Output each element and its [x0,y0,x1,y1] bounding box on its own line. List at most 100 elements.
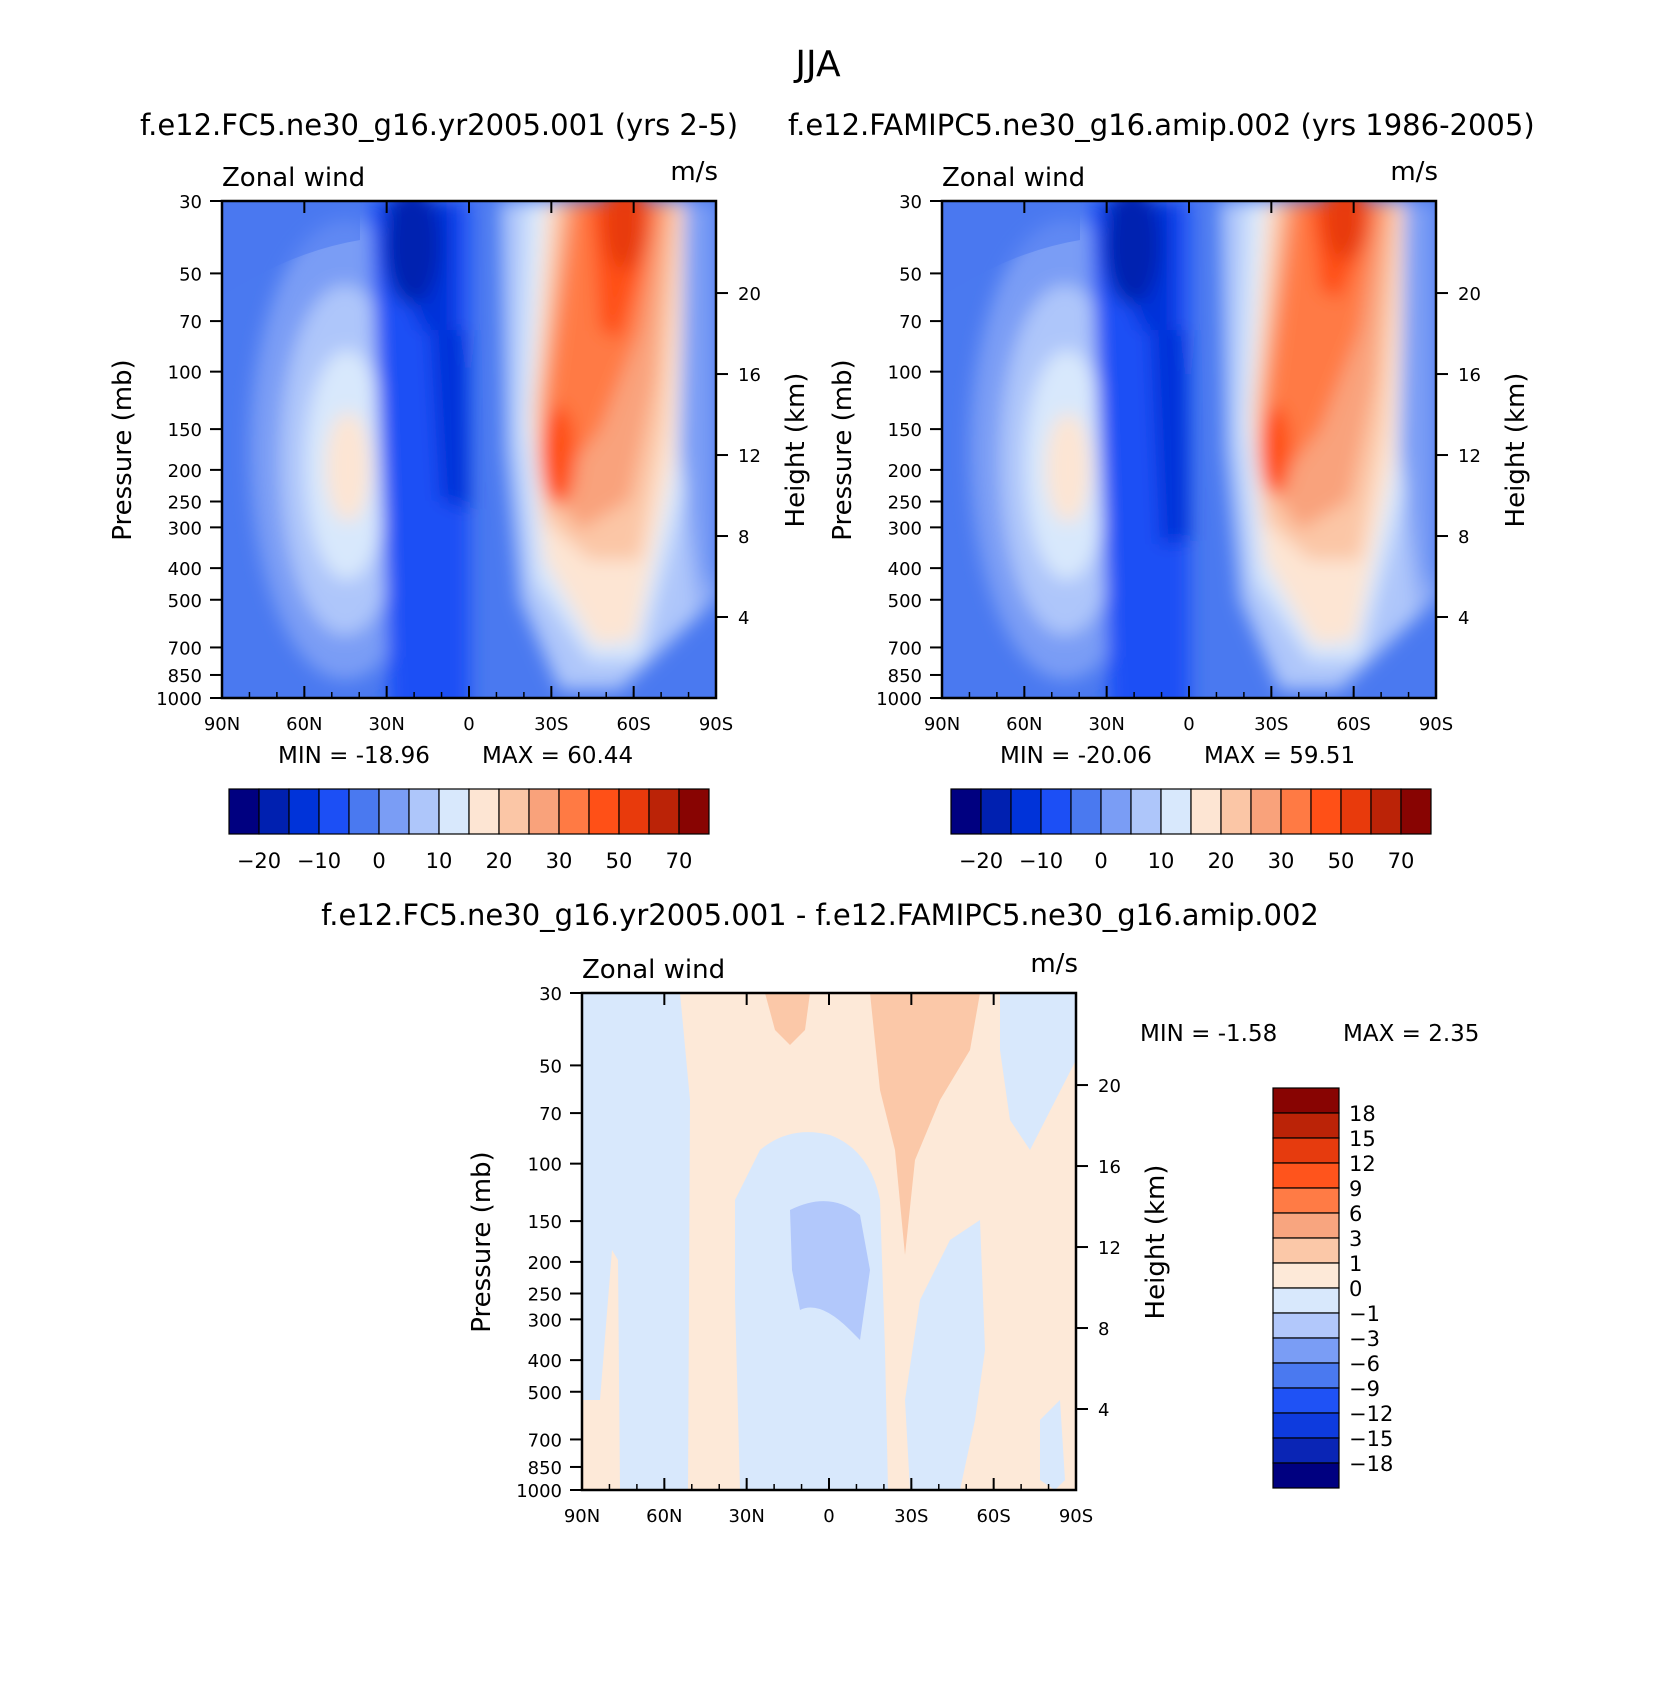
y2-tick-label: 8 [1458,527,1469,548]
colorbar-box [1272,1187,1340,1214]
colorbar-label: −18 [1349,1452,1393,1476]
y-tick-label: 1000 [156,689,202,710]
colorbar-box [1272,1437,1340,1464]
colorbar-box [588,788,620,835]
colorbar-box [1272,1462,1340,1489]
colorbar-box [1272,1212,1340,1239]
colorbar-box [1070,788,1102,835]
colorbar-box [1190,788,1222,835]
panel1-contour [680,201,716,620]
colorbar-label: 20 [1208,849,1235,873]
panel2-contour [1046,413,1090,523]
colorbar-label: −15 [1349,1427,1393,1451]
y-tick-label: 100 [528,1155,562,1176]
panel1-contour [222,201,360,295]
y-tick-label: 30 [539,984,562,1005]
colorbar-box [1272,1337,1340,1364]
y2-tick-label: 20 [738,284,761,305]
y-tick-label: 850 [168,666,202,687]
colorbar-box [1272,1287,1340,1314]
y-tick-label: 400 [168,559,202,580]
y-tick-label: 70 [179,312,202,333]
y-tick-label: 1000 [516,1481,562,1502]
y-tick-label: 50 [539,1056,562,1077]
y-tick-label: 300 [528,1310,562,1331]
y-tick-label: 200 [888,461,922,482]
colorbar-box [1272,1412,1340,1439]
colorbar-box [950,788,982,835]
colorbar-label: 1 [1349,1252,1362,1276]
x-tick-label: 0 [1183,714,1194,735]
x-tick-label: 60S [1336,714,1370,735]
x-tick-label: 30N [1088,714,1124,735]
colorbar-label: 6 [1349,1202,1362,1226]
x-tick-label: 0 [823,1506,834,1527]
y2-tick-label: 4 [1458,608,1469,629]
colorbar-label: 10 [1148,849,1175,873]
colorbar-box [1160,788,1192,835]
y2-tick-label: 8 [738,527,749,548]
colorbar-label: −6 [1349,1352,1380,1376]
colorbar-box [258,788,290,835]
colorbar-box [648,788,680,835]
y-tick-label: 50 [179,264,202,285]
colorbar-box [1340,788,1372,835]
panel2-variable-label: Zonal wind [942,163,1085,193]
y-tick-label: 1000 [876,689,922,710]
colorbar-box [1272,1237,1340,1264]
x-tick-label: 90S [1059,1506,1093,1527]
y-tick-label: 70 [899,312,922,333]
panel3-contour [1000,993,1076,1150]
panel1-axes: 90N 60N 30N 0 30S 60S 90S 30 50 70 100 150 200 250 300… [156,192,761,735]
x-tick-label: 60S [616,714,650,735]
colorbar-box [1272,1362,1340,1389]
panel2-field [942,201,1436,698]
colorbar-box [318,788,350,835]
panel1-title: f.e12.FC5.ne30_g16.yr2005.001 (yrs 2-5) [140,108,738,142]
colorbar-label: 10 [426,849,453,873]
panel1-field [222,201,716,698]
colorbar-box [678,788,710,835]
y2-tick-label: 16 [1458,365,1481,386]
y2-tick-label: 16 [738,365,761,386]
panel3-contour [1040,1400,1065,1490]
panel3-field [582,993,1076,1490]
panel2-contour [1323,201,1367,260]
colorbar-box [1272,1087,1340,1114]
panel2-units: m/s [1390,157,1438,187]
colorbar-label: 70 [1388,849,1415,873]
y-tick-label: 500 [528,1383,562,1404]
colorbar-label: 70 [666,849,693,873]
panel2-max-label: MAX = 59.51 [1204,743,1355,769]
panel3-contour [790,1201,870,1340]
panel2-contour [1400,201,1436,620]
panel2-colorbar: −20 −10 0 10 20 30 50 70 [950,788,1432,873]
colorbar-box [1370,788,1402,835]
colorbar-label: 50 [1328,849,1355,873]
x-tick-label: 30N [368,714,404,735]
colorbar-label: 9 [1349,1177,1362,1201]
y-tick-label: 200 [528,1253,562,1274]
panel2-ylabel: Pressure (mb) [828,359,858,540]
colorbar-box [498,788,530,835]
x-tick-label: 30N [728,1506,764,1527]
x-tick-label: 30S [534,714,568,735]
colorbar-label: −10 [1019,849,1063,873]
x-tick-label: 60N [646,1506,682,1527]
y-tick-label: 150 [168,420,202,441]
y-tick-label: 700 [888,638,922,659]
colorbar-box [1280,788,1312,835]
colorbar-box [408,788,440,835]
colorbar-box [528,788,560,835]
panel-case2: f.e12.FAMIPC5.ne30_g16.amip.002 (yrs 198… [788,108,1535,873]
panel3-contour [905,1220,985,1490]
figure-title: JJA [793,44,841,85]
colorbar-box [1272,1387,1340,1414]
panel2-contour [1259,405,1291,495]
panel3-contour [765,993,810,1045]
y-tick-label: 700 [168,638,202,659]
y-tick-label: 250 [528,1285,562,1306]
panel2-contour [1104,201,1160,305]
x-tick-label: 90N [204,714,240,735]
